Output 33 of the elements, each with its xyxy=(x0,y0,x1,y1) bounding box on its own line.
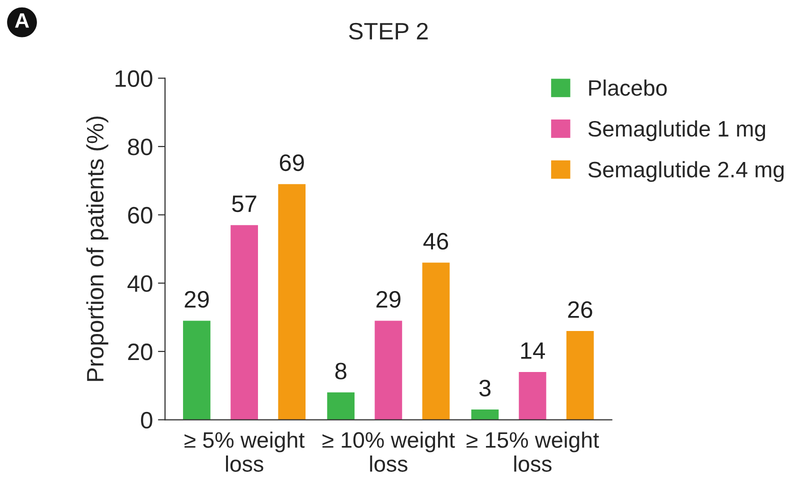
data-label: 3 xyxy=(479,380,490,397)
data-label: 57 xyxy=(232,196,256,212)
x-tick-label: ≥ 5% weight loss xyxy=(184,432,305,472)
y-tick-label: 40 xyxy=(128,275,152,292)
data-label: 14 xyxy=(521,342,545,359)
bar xyxy=(566,330,594,420)
data-label: 29 xyxy=(376,290,400,308)
legend-label: Placebo xyxy=(589,80,667,96)
y-tick-label: 0 xyxy=(141,412,152,429)
data-label: 46 xyxy=(423,232,448,250)
y-tick-label: 60 xyxy=(128,206,152,224)
y-axis-title: Proportion of patients (%) xyxy=(86,116,108,381)
legend-label: Semaglutide 1 mg xyxy=(588,120,766,142)
bar xyxy=(183,320,210,420)
data-label: 26 xyxy=(568,301,592,318)
legend-label: Semaglutide 2.4 mg xyxy=(588,161,784,182)
bar xyxy=(422,262,450,420)
x-tick-label: ≥ 10% weight loss xyxy=(322,432,455,472)
bar xyxy=(518,372,546,420)
bar xyxy=(278,184,306,420)
data-label: 69 xyxy=(280,154,304,172)
y-tick-label: 100 xyxy=(116,70,152,87)
bar xyxy=(471,410,499,420)
bar xyxy=(230,225,258,420)
y-tick-label: 20 xyxy=(128,344,152,360)
x-tick-label: ≥ 15% weight loss xyxy=(466,432,599,472)
y-tick-label: 80 xyxy=(128,138,152,156)
data-label: 29 xyxy=(184,290,209,308)
bar xyxy=(327,392,355,420)
chart-title: STEP 2 xyxy=(349,22,428,40)
bar xyxy=(374,320,402,420)
text: A xyxy=(15,13,29,28)
data-label: 8 xyxy=(335,362,346,380)
